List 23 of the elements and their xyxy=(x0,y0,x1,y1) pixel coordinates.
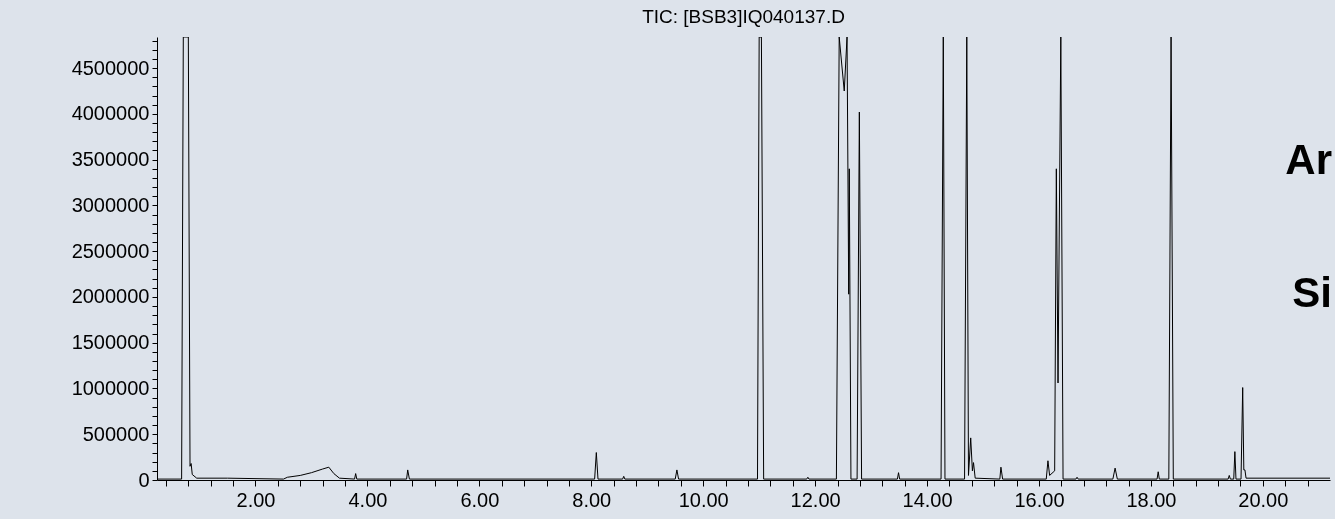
x-tick-label: 16.00 xyxy=(1014,488,1065,511)
annotation: Si xyxy=(1292,268,1332,316)
x-tick-label: 8.00 xyxy=(572,488,612,511)
y-tick-label: 3500000 xyxy=(71,148,150,171)
y-tick-label: 2500000 xyxy=(71,239,150,262)
chart-title: TIC: [BSB3]IQ040137.D xyxy=(642,5,845,27)
y-tick-label: 1500000 xyxy=(71,331,150,354)
y-tick-label: 4500000 xyxy=(71,56,150,79)
x-tick-label: 14.00 xyxy=(902,488,953,511)
x-tick-label: 20.00 xyxy=(1238,488,1289,511)
x-tick-label: 4.00 xyxy=(348,488,388,511)
x-tick-label: 6.00 xyxy=(460,488,500,511)
y-tick-label: 500000 xyxy=(82,422,150,445)
annotation: Ar xyxy=(1285,136,1332,184)
y-tick-label: 4000000 xyxy=(71,102,150,125)
y-tick-label: 1000000 xyxy=(71,376,150,399)
x-tick-label: 10.00 xyxy=(678,488,729,511)
x-tick-label: 18.00 xyxy=(1126,488,1177,511)
y-tick-label: 3000000 xyxy=(71,193,150,216)
x-tick-label: 12.00 xyxy=(790,488,841,511)
y-tick-label: 0 xyxy=(138,468,150,491)
y-tick-label: 2000000 xyxy=(71,285,150,308)
x-tick-label: 2.00 xyxy=(236,488,276,511)
